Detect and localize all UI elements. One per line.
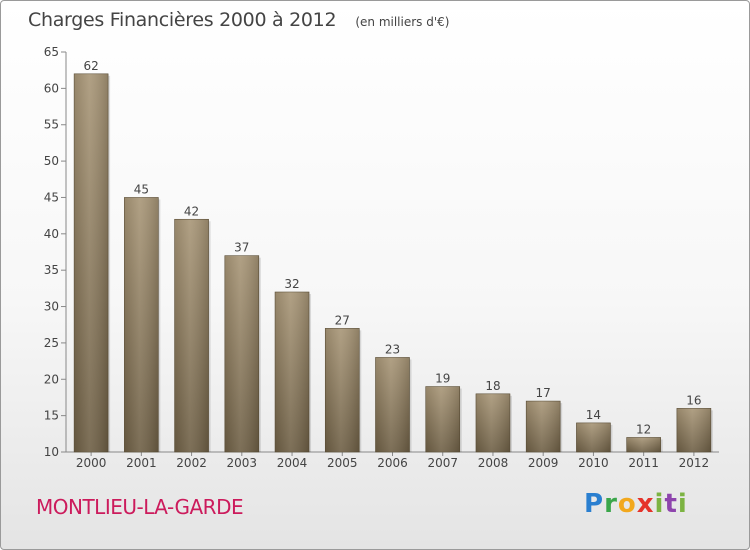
y-tick-label: 25	[44, 336, 59, 350]
bar-highlight	[526, 401, 561, 452]
logo-letter: x	[636, 489, 655, 519]
y-tick-label: 55	[44, 118, 59, 132]
bar-value-label: 16	[686, 393, 701, 407]
x-tick-label: 2002	[176, 456, 207, 470]
y-tick-label: 50	[44, 154, 59, 168]
logo-letter: i	[677, 489, 688, 519]
bar-highlight	[626, 437, 661, 452]
logo-letter: r	[604, 489, 618, 519]
bar-highlight	[576, 422, 611, 452]
logo-letter: o	[617, 489, 637, 519]
bar-value-label: 62	[83, 59, 98, 73]
bar-highlight	[676, 408, 711, 452]
y-tick-label: 60	[44, 81, 59, 95]
chart-unit: (en milliers d'€)	[355, 15, 450, 29]
y-tick-label: 10	[44, 445, 59, 459]
x-tick-label: 2003	[227, 456, 258, 470]
bar-highlight	[124, 197, 159, 452]
y-tick-label: 45	[44, 190, 59, 204]
bar-highlight	[275, 292, 310, 452]
x-tick-label: 2010	[578, 456, 609, 470]
x-tick-label: 2009	[528, 456, 559, 470]
bar-highlight	[224, 255, 259, 452]
bar-highlight	[325, 328, 360, 452]
logo-letter: P	[584, 489, 605, 519]
bar-value-label: 32	[284, 277, 299, 291]
x-tick-label: 2007	[427, 456, 458, 470]
x-tick-label: 2001	[126, 456, 157, 470]
y-tick-label: 30	[44, 300, 59, 314]
bar-highlight	[74, 73, 109, 453]
bar-value-label: 42	[184, 204, 199, 218]
bar-highlight	[475, 393, 510, 452]
bar-highlight	[425, 386, 460, 452]
location-name: MONTLIEU-LA-GARDE	[36, 495, 244, 519]
logo-letter: i	[654, 489, 665, 519]
y-tick-label: 40	[44, 227, 59, 241]
x-tick-label: 2012	[679, 456, 710, 470]
bar-value-label: 27	[335, 313, 350, 327]
labels: 62 2000 45 2001 42 2002 37 2003 32 2004 27 2005 23 20…	[76, 59, 709, 470]
bar-value-label: 23	[385, 342, 400, 356]
bar-value-label: 14	[586, 408, 601, 422]
y-tick-label: 20	[44, 372, 59, 386]
proxiti-logo[interactable]: Proxiti	[584, 489, 688, 519]
x-tick-label: 2008	[478, 456, 509, 470]
bars	[73, 73, 713, 453]
bar-value-label: 45	[134, 182, 149, 196]
y-tick-label: 15	[44, 409, 59, 423]
logo-letter: t	[664, 489, 678, 519]
bar-highlight	[375, 357, 410, 452]
bar-value-label: 37	[234, 241, 249, 255]
bar-value-label: 12	[636, 422, 651, 436]
y-tick-label: 65	[44, 45, 59, 59]
x-tick-label: 2004	[277, 456, 308, 470]
bar-value-label: 17	[536, 386, 551, 400]
x-tick-label: 2006	[377, 456, 408, 470]
bar-value-label: 19	[435, 372, 450, 386]
x-tick-label: 2000	[76, 456, 107, 470]
bar-value-label: 18	[485, 379, 500, 393]
x-tick-label: 2005	[327, 456, 358, 470]
chart-title: Charges Financières 2000 à 2012	[28, 9, 337, 31]
bar-highlight	[174, 219, 209, 452]
x-tick-label: 2011	[628, 456, 659, 470]
y-tick-label: 35	[44, 263, 59, 277]
title-row: Charges Financières 2000 à 2012 (en mill…	[28, 9, 449, 31]
